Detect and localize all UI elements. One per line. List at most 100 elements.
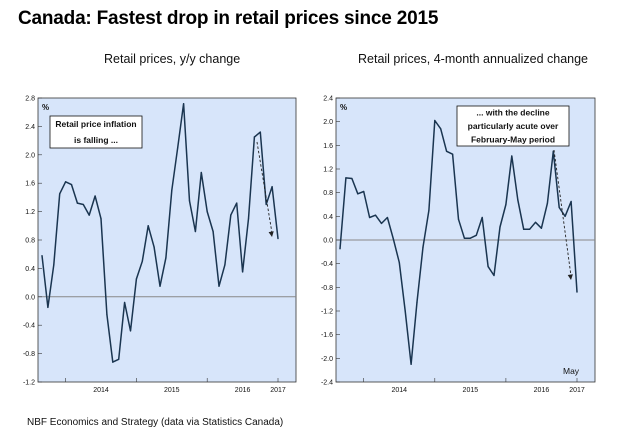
- y-tick-label: 2.0: [323, 119, 333, 126]
- data-point: [487, 266, 489, 268]
- data-point: [363, 190, 365, 193]
- data-point: [59, 193, 61, 195]
- data-point: [457, 218, 460, 220]
- data-point: [386, 216, 388, 219]
- data-point: [112, 361, 114, 363]
- annotation-text: Retail price inflation: [55, 119, 136, 129]
- data-point: [129, 330, 132, 332]
- data-point: [177, 147, 179, 149]
- data-point: [576, 291, 578, 293]
- data-point: [570, 200, 572, 203]
- x-tick-label: 2015: [463, 387, 479, 394]
- data-point: [271, 186, 273, 188]
- data-point: [523, 228, 525, 230]
- data-point: [106, 313, 108, 316]
- data-point: [153, 246, 155, 248]
- x-tick-label: 2016: [534, 387, 550, 394]
- data-point: [511, 155, 513, 157]
- data-point: [65, 181, 67, 183]
- data-point: [218, 285, 220, 287]
- trend-arrow: [256, 141, 273, 234]
- y-tick-label: 2.0: [25, 152, 35, 159]
- data-point: [475, 234, 477, 236]
- data-point: [265, 203, 267, 206]
- data-point: [124, 301, 126, 304]
- data-point: [224, 264, 226, 266]
- data-point: [398, 261, 400, 264]
- data-point: [53, 264, 55, 266]
- data-point: [463, 237, 465, 239]
- data-point: [206, 211, 208, 213]
- data-point: [446, 150, 448, 152]
- data-point: [183, 103, 185, 105]
- data-point: [505, 203, 507, 206]
- x-tick-label: 2016: [235, 387, 251, 394]
- data-point: [540, 227, 542, 229]
- data-point: [253, 136, 255, 138]
- x-tick-label: 2017: [270, 387, 286, 394]
- data-point: [422, 246, 424, 248]
- data-point: [534, 221, 537, 223]
- trend-arrow: [553, 149, 572, 277]
- data-point: [41, 255, 43, 257]
- y-tick-label: 0.8: [323, 190, 333, 197]
- data-point: [277, 238, 279, 240]
- left-chart: -1.2 -0.8 -0.4 0.0 0.4 0.8 1.2 1.6 2.0 2.4 2.8% 201…: [23, 96, 297, 394]
- data-point: [259, 131, 261, 133]
- data-point: [416, 301, 418, 303]
- annotation-text: ... with the decline: [476, 108, 549, 118]
- data-point: [236, 202, 238, 204]
- y-tick-label: 2.4: [25, 124, 35, 131]
- data-point: [141, 260, 143, 262]
- data-point: [165, 257, 167, 259]
- annotation-text: particularly acute over: [468, 121, 559, 131]
- data-point: [118, 358, 120, 360]
- data-point: [428, 209, 430, 211]
- data-point: [481, 216, 483, 219]
- page-title: Canada: Fastest drop in retail prices si…: [18, 8, 439, 29]
- data-point: [212, 230, 214, 233]
- data-point: [392, 238, 394, 240]
- data-point: [564, 215, 566, 217]
- y-axis-unit-label: %: [42, 103, 49, 112]
- annotation-text: February-May period: [471, 134, 555, 144]
- y-tick-label: 1.6: [323, 143, 333, 150]
- data-point: [546, 202, 548, 204]
- data-point: [188, 200, 191, 202]
- data-point: [339, 248, 341, 250]
- data-point: [410, 363, 412, 365]
- data-point: [529, 228, 531, 230]
- y-tick-label: -1.2: [321, 309, 333, 316]
- data-point: [171, 189, 173, 191]
- y-tick-label: 0.0: [323, 238, 333, 245]
- data-point: [147, 225, 149, 227]
- left-chart-title: Retail prices, y/y change: [104, 52, 241, 66]
- y-tick-label: 0.8: [25, 238, 35, 245]
- data-point: [517, 199, 519, 201]
- y-tick-label: 1.2: [323, 167, 333, 174]
- data-point: [452, 153, 454, 155]
- data-point: [357, 193, 359, 195]
- y-tick-label: 0.4: [323, 214, 333, 221]
- y-tick-label: -2.0: [321, 356, 333, 363]
- y-tick-label: -0.8: [321, 285, 333, 292]
- data-point: [94, 195, 96, 197]
- data-point: [369, 216, 371, 219]
- y-tick-label: 0.4: [25, 266, 35, 273]
- right-chart-title: Retail prices, 4-month annualized change: [358, 52, 588, 66]
- y-tick-label: -0.8: [23, 351, 35, 358]
- data-point: [380, 222, 383, 224]
- annotation-box: [456, 105, 570, 147]
- x-tick-label: 2014: [93, 387, 109, 394]
- data-point: [440, 128, 442, 130]
- data-point: [82, 203, 84, 206]
- data-point: [374, 214, 377, 216]
- data-point: [88, 214, 90, 216]
- data-point: [100, 218, 102, 220]
- data-point: [493, 274, 495, 277]
- end-label: May: [563, 366, 580, 376]
- data-point: [469, 237, 471, 239]
- data-point: [70, 184, 73, 186]
- y-tick-label: 1.2: [25, 209, 35, 216]
- y-tick-label: -1.2: [23, 380, 35, 387]
